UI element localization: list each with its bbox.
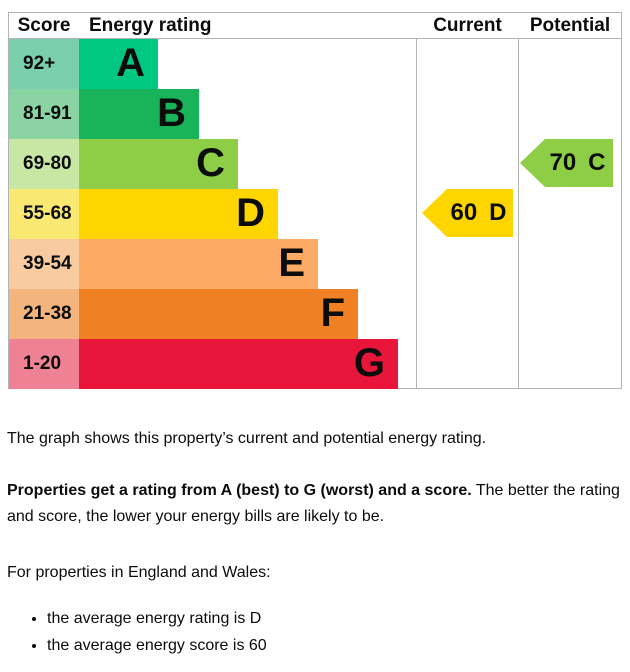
rating-explanation-rest: The better the rating and score, the low… <box>7 482 620 525</box>
current-score-value: 60 <box>450 199 478 226</box>
band-row-f: 21-38 F <box>9 289 621 339</box>
band-row-d: 55-68 D <box>9 189 621 239</box>
chart-header-row: Score Energy rating Current Potential <box>9 13 621 39</box>
band-row-b: 81-91 B <box>9 89 621 139</box>
page-text-block: The graph shows this property’s current … <box>7 388 625 660</box>
band-bar-b: B <box>79 89 199 139</box>
current-column-header: Current <box>433 15 502 36</box>
band-row-e: 39-54 E <box>9 239 621 289</box>
average-score-item: the average energy score is 60 <box>47 633 625 659</box>
potential-score-value: 70 <box>549 149 577 176</box>
potential-column-divider <box>518 13 519 388</box>
graph-description-paragraph: The graph shows this property’s current … <box>7 430 487 447</box>
rating-explanation-paragraph: Properties get a rating from A (best) to… <box>7 478 625 530</box>
band-row-g: 1-20 G <box>9 339 621 389</box>
band-bar-g: G <box>79 339 398 389</box>
band-bar-a: A <box>79 39 158 89</box>
band-score-range: 1-20 <box>9 339 79 389</box>
average-rating-item: the average energy rating is D <box>47 606 625 632</box>
band-bar-f: F <box>79 289 358 339</box>
region-intro-paragraph: For properties in England and Wales: <box>7 564 271 581</box>
band-score-range: 39-54 <box>9 239 79 289</box>
band-bar-e: E <box>79 239 318 289</box>
score-column-header: Score <box>17 15 71 36</box>
epc-rating-chart: Score Energy rating Current Potential 92… <box>8 12 622 389</box>
band-row-c: 69-80 C <box>9 139 621 189</box>
energy-rating-column-header: Energy rating <box>89 15 212 36</box>
rating-explanation-bold: Properties get a rating from A (best) to… <box>7 482 472 499</box>
average-stats-list: the average energy rating is D the avera… <box>7 606 625 659</box>
band-score-range: 92+ <box>9 39 79 89</box>
band-score-range: 21-38 <box>9 289 79 339</box>
band-bar-d: D <box>79 189 278 239</box>
current-column-divider <box>416 13 417 388</box>
band-bar-c: C <box>79 139 238 189</box>
current-rating-letter: D <box>489 199 507 226</box>
band-score-range: 55-68 <box>9 189 79 239</box>
potential-column-header: Potential <box>529 15 611 36</box>
band-score-range: 81-91 <box>9 89 79 139</box>
potential-rating-letter: C <box>588 149 606 176</box>
band-row-a: 92+ A <box>9 39 621 89</box>
band-score-range: 69-80 <box>9 139 79 189</box>
